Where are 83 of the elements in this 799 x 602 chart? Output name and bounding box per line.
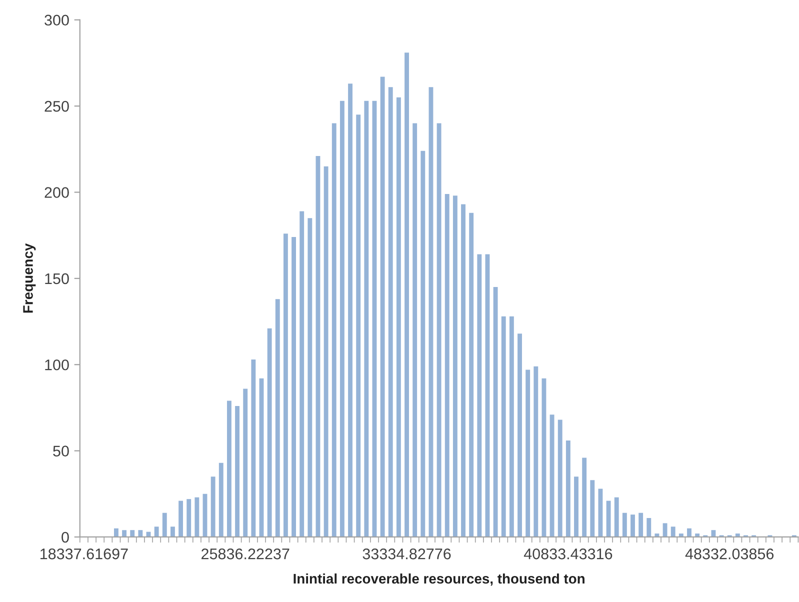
bar [316,156,320,537]
bar [404,52,409,537]
bar [340,100,344,537]
x-tick-label: 48332.03856 [685,548,774,560]
bar [566,440,570,537]
bar [122,530,127,537]
bar [178,500,184,537]
bar [622,512,627,537]
bar [501,316,506,537]
x-tick-label: 18337.61697 [40,548,128,560]
y-tick-label: 50 [53,446,69,456]
bar [469,212,474,537]
bar [348,84,352,537]
bar [130,530,135,537]
x-tick-label: 40833.43316 [524,548,612,560]
bar [534,366,538,537]
bar [292,237,296,537]
bar [186,499,192,537]
bar [638,512,644,537]
y-tick-label: 300 [44,14,69,26]
bar [646,518,652,537]
bar [138,530,143,537]
bar [542,378,546,537]
bar [332,123,336,537]
bar [711,530,716,537]
bar [210,476,216,537]
bar [154,526,159,537]
bar [493,287,498,537]
bar [558,420,562,537]
bar [283,234,288,537]
bar [444,194,450,537]
bar [630,514,635,537]
bar [526,370,530,537]
bar [114,528,118,537]
bar [324,166,328,537]
bar [428,87,434,537]
bar [218,462,224,537]
bar [308,218,312,537]
bar [396,97,401,537]
bar [388,87,393,537]
bar [259,378,264,537]
bar [518,334,522,537]
y-axis-title: Frequency [23,243,36,313]
bar [477,254,482,537]
bar [598,488,603,537]
bar [662,523,668,537]
bar [574,476,578,537]
x-tick-label: 25836.22237 [202,548,290,560]
bar [170,526,175,537]
bar [436,123,442,537]
bar [550,414,554,537]
bar [452,196,458,537]
y-tick-label: 150 [45,273,69,284]
bar [372,100,377,537]
bar [267,328,272,537]
y-tick-label: 200 [44,187,69,198]
bar [485,254,490,537]
bar [251,359,256,537]
bar [606,500,611,537]
bar [275,299,280,537]
bar [194,497,200,537]
bar [509,316,514,537]
bar [243,388,248,537]
bar [687,528,692,537]
bar [226,400,232,537]
bar [162,512,167,537]
y-tick-label: 100 [45,359,69,370]
bar [356,114,361,537]
bar [364,100,369,537]
bar [380,76,385,537]
x-axis-title: Inintial recoverable resources, thousend ton [294,573,584,586]
bar [412,123,418,537]
bar [590,480,595,537]
x-tick-label: 33334.82776 [362,548,451,560]
bar [614,497,619,537]
bar [582,458,587,537]
bar [300,211,304,537]
y-tick-label: 250 [44,100,69,112]
bar [420,150,426,537]
y-tick-label: 0 [62,532,69,543]
bar [670,526,676,537]
bar [235,406,240,537]
bar [461,204,466,537]
